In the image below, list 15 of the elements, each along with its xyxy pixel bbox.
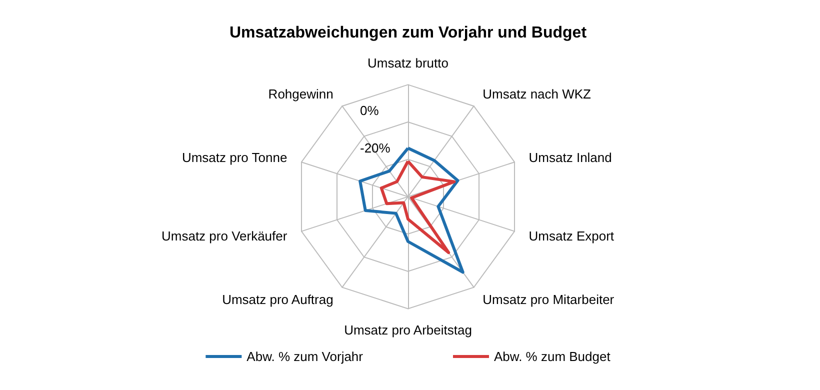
spoke-label: Umsatz Export	[528, 228, 614, 244]
spoke-label: Umsatz Inland	[528, 150, 612, 165]
chart-title: Umsatzabweichungen zum Vorjahr und Budget	[229, 24, 588, 42]
spoke-label: Umsatz pro Verkäufer	[161, 228, 288, 244]
legend-label: Abw. % zum Vorjahr	[246, 349, 364, 364]
spoke-label: Umsatz pro Arbeitstag	[344, 322, 472, 338]
spoke-label: Umsatz nach WKZ	[482, 86, 592, 102]
y-tick-label: -20%	[360, 140, 391, 156]
spoke-label: Umsatz brutto	[368, 56, 448, 71]
spoke-label: Umsatz pro Mitarbeiter	[482, 292, 615, 307]
spoke-label: Umsatz pro Tonne	[182, 150, 288, 165]
y-tick-label: 0%	[360, 103, 380, 118]
spoke-label: Umsatz pro Auftrag	[222, 292, 334, 307]
spoke-label: Rohgewinn	[268, 86, 334, 102]
legend-label: Abw. % zum Budget	[494, 349, 611, 364]
